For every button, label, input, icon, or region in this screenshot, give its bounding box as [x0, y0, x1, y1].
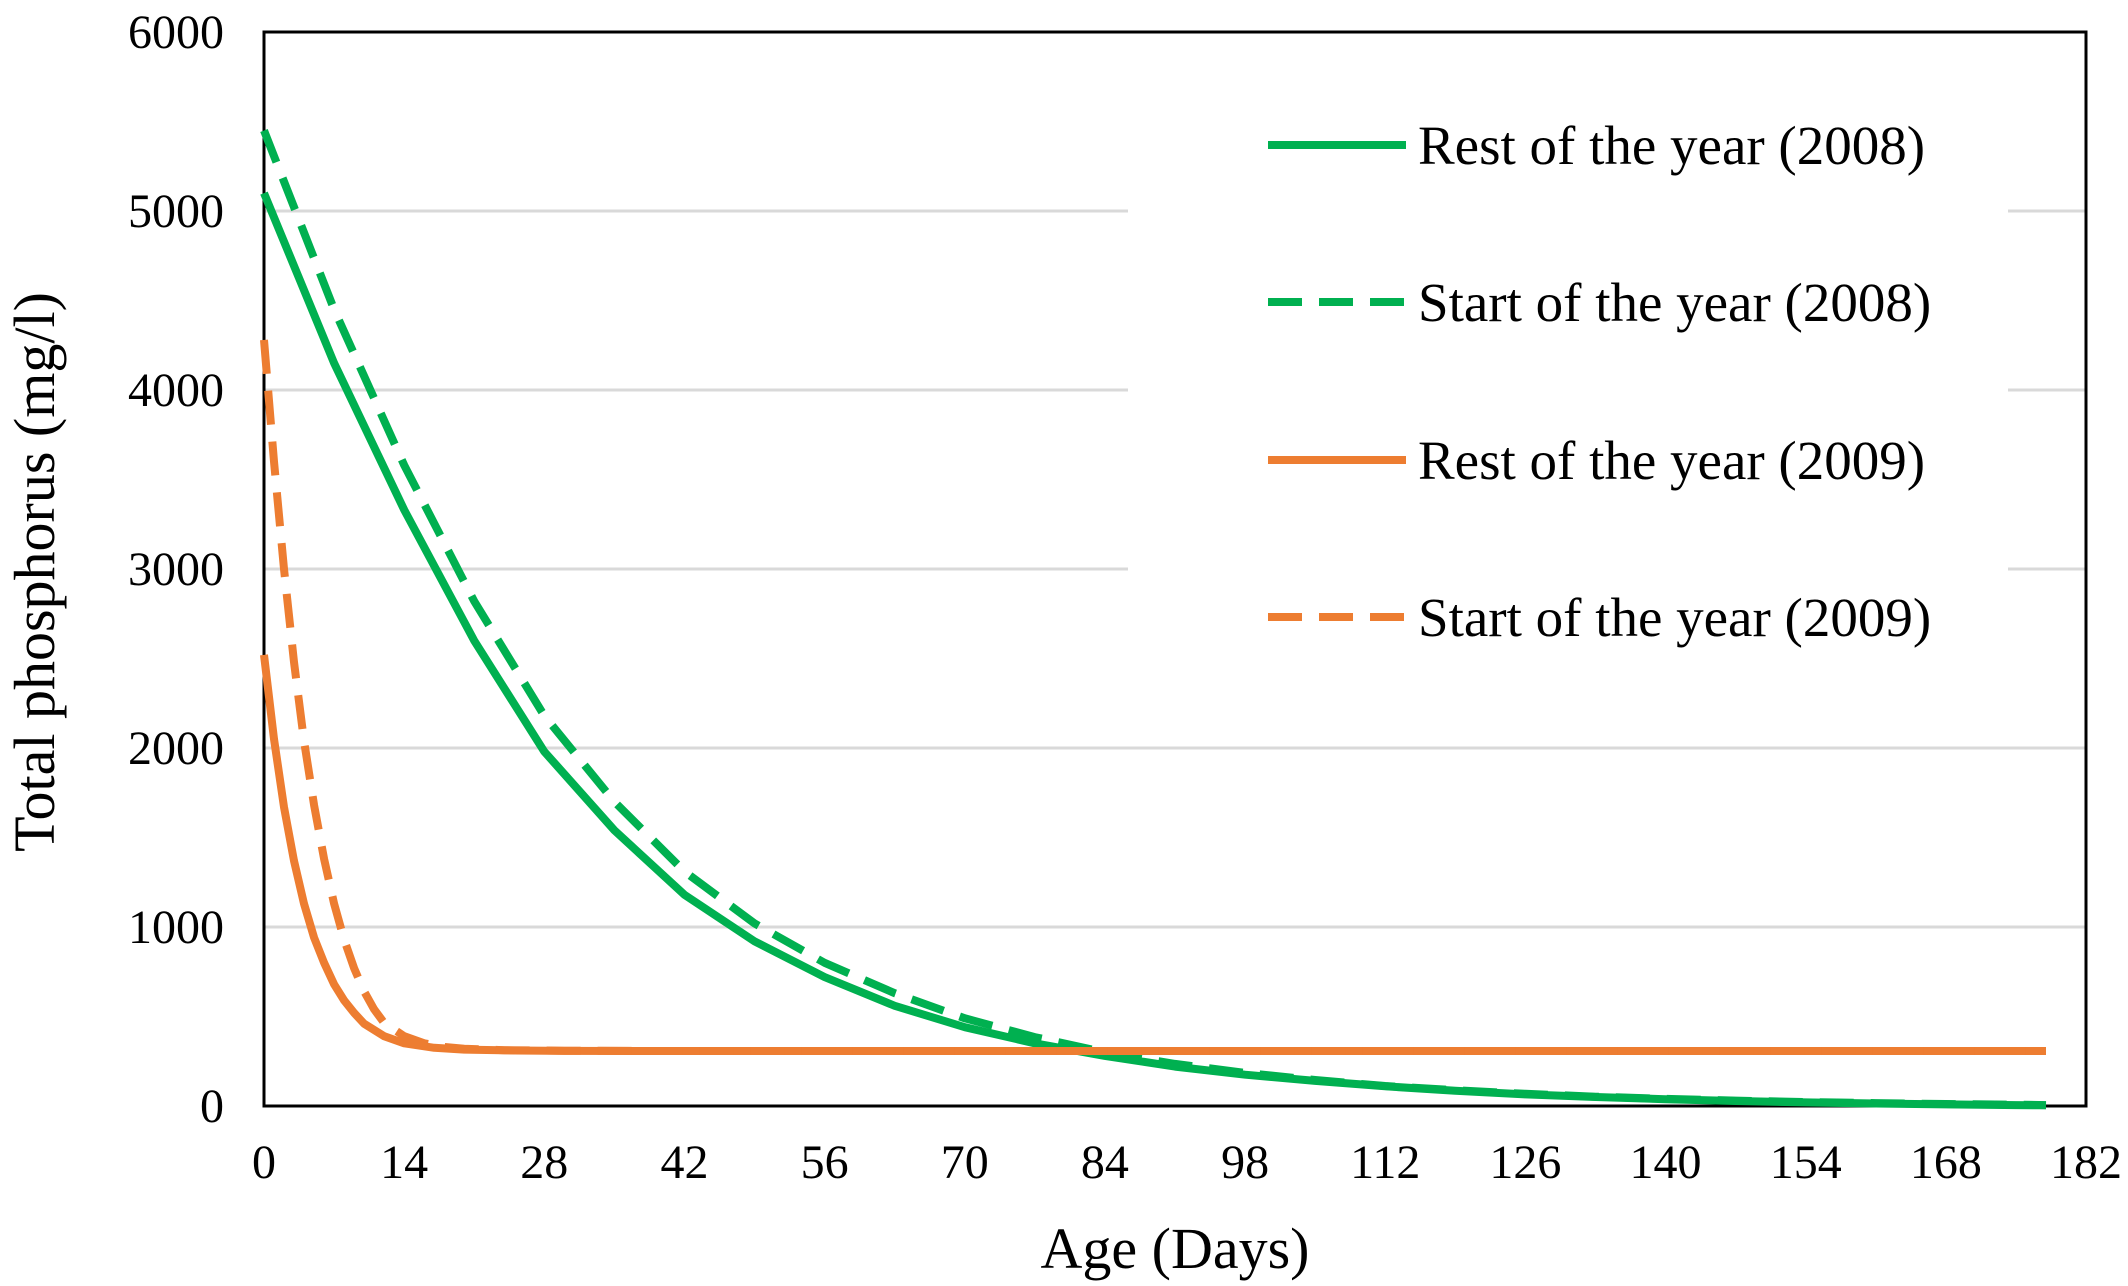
y-tick-label-0: 0	[200, 1080, 224, 1133]
x-tick-label-112: 112	[1350, 1136, 1420, 1189]
x-axis-title: Age (Days)	[1041, 1216, 1310, 1281]
x-tick-label-182: 182	[2050, 1136, 2122, 1189]
y-tick-label-4000: 4000	[128, 364, 224, 417]
y-tick-label-5000: 5000	[128, 185, 224, 238]
x-axis-tick-labels: 0 14 28 42 56 70 84 98 112 126 140 154 168 182	[252, 1136, 2122, 1189]
legend-label-start-of-the-year-2009: Start of the year (2009)	[1418, 587, 1931, 648]
series-layer	[260, 129, 2047, 1110]
x-tick-label-154: 154	[1770, 1136, 1842, 1189]
y-tick-label-3000: 3000	[128, 543, 224, 596]
y-tick-label-1000: 1000	[128, 901, 224, 954]
x-tick-label-28: 28	[520, 1136, 568, 1189]
x-tick-label-126: 126	[1489, 1136, 1561, 1189]
series-line-start-of-the-year-2008	[260, 129, 2047, 1110]
x-tick-label-14: 14	[380, 1136, 428, 1189]
x-tick-label-42: 42	[660, 1136, 708, 1189]
y-axis-title: Total phosphorus (mg/l)	[2, 292, 67, 852]
y-axis-tick-labels: 0 1000 2000 3000 4000 5000 6000	[128, 6, 224, 1133]
x-tick-label-0: 0	[252, 1136, 276, 1189]
legend-label-rest-of-the-year-2008: Rest of the year (2008)	[1418, 115, 1925, 176]
x-tick-label-140: 140	[1630, 1136, 1702, 1189]
x-tick-label-168: 168	[1910, 1136, 1982, 1189]
legend: Rest of the year (2008) Start of the year…	[1268, 115, 1931, 648]
x-tick-label-98: 98	[1221, 1136, 1269, 1189]
x-tick-label-84: 84	[1081, 1136, 1129, 1189]
y-tick-label-2000: 2000	[128, 722, 224, 775]
legend-background	[1128, 60, 2008, 680]
x-tick-label-70: 70	[941, 1136, 989, 1189]
legend-label-start-of-the-year-2008: Start of the year (2008)	[1418, 272, 1931, 333]
series-line-start-of-the-year-2009	[260, 339, 2046, 1055]
plot-area-frame	[262, 30, 2088, 1108]
legend-label-rest-of-the-year-2009: Rest of the year (2009)	[1418, 430, 1925, 491]
x-tick-label-56: 56	[801, 1136, 849, 1189]
y-tick-label-6000: 6000	[128, 6, 224, 59]
